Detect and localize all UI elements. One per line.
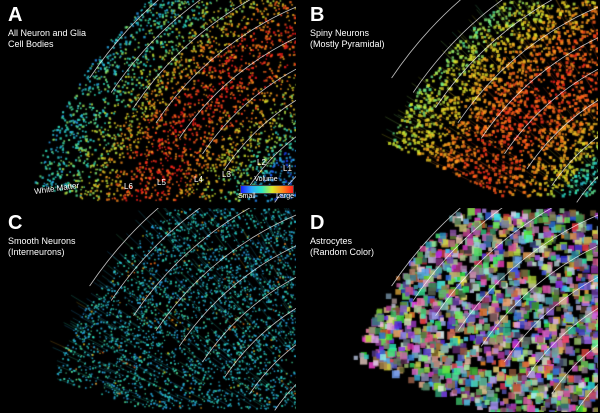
panel-d: D Astrocytes (Random Color) <box>302 208 598 412</box>
layer-boundary-line <box>504 68 598 155</box>
layer-boundary-line <box>133 0 251 108</box>
layer-boundary-line <box>110 208 201 301</box>
layer-boundary-line <box>89 0 160 79</box>
layer-boundary-line <box>178 37 296 139</box>
layer-boundary-line <box>576 175 598 203</box>
legend-title: Volume <box>254 176 278 183</box>
panel-letter: D <box>310 212 325 234</box>
layer-label-l3: L3 <box>222 170 231 179</box>
layer-boundary-line <box>178 245 296 347</box>
layer-boundary-line <box>457 214 598 331</box>
layer-boundary-line <box>224 307 296 378</box>
panel-b: B Spiny Neurons (Mostly Pyramidal) <box>302 0 598 204</box>
layer-boundary-line <box>249 136 296 186</box>
layer-label-l2: L2 <box>257 158 266 167</box>
layer-boundaries <box>89 208 296 411</box>
panel-c: C Smooth Neurons (Interneurons) <box>0 208 296 412</box>
layer-boundary-line <box>412 0 503 93</box>
layer-boundary-line <box>89 208 160 287</box>
panel-caption: Spiny Neurons (Mostly Pyramidal) <box>310 28 385 49</box>
layer-boundary-line <box>249 344 296 394</box>
legend-large-label: Large <box>276 193 294 200</box>
layer-boundary-line <box>110 0 201 93</box>
cell-bodies-render <box>0 0 296 204</box>
layer-label-l4: L4 <box>194 175 203 184</box>
layer-boundary-line <box>224 99 296 170</box>
layer-boundary-line <box>391 208 462 287</box>
layer-boundary-line <box>551 136 598 186</box>
layer-boundary-line <box>480 245 598 347</box>
layer-boundary-line <box>274 383 296 411</box>
layer-boundary-line <box>133 208 251 316</box>
layer-boundary-line <box>526 99 598 170</box>
panel-caption: Smooth Neurons (Interneurons) <box>8 236 76 257</box>
layer-boundary-line <box>576 383 598 411</box>
panel-letter: A <box>8 4 23 26</box>
spiny-neurons-render <box>302 0 598 204</box>
layer-boundaries <box>391 0 598 203</box>
layer-boundaries <box>391 208 598 411</box>
panel-letter: C <box>8 212 23 234</box>
layer-boundary-line <box>435 208 553 316</box>
layer-boundary-line <box>202 276 296 363</box>
panel-letter: B <box>310 4 325 26</box>
layer-boundary-line <box>202 68 296 155</box>
layer-boundary-line <box>480 37 598 139</box>
layer-label-l1: L1 <box>283 164 292 173</box>
smooth-neurons-render <box>0 208 296 412</box>
layer-label-l6: L6 <box>124 182 133 191</box>
legend-colorbar <box>240 185 294 194</box>
layer-boundary-line <box>155 6 296 123</box>
legend-small-label: Small <box>238 193 256 200</box>
layer-boundary-line <box>435 0 553 108</box>
layer-label-l5: L5 <box>157 178 166 187</box>
panel-a: A All Neuron and Glia Cell Bodies White … <box>0 0 296 204</box>
astrocytes-render <box>302 208 598 412</box>
layer-boundary-line <box>504 276 598 363</box>
layer-boundary-line <box>526 307 598 378</box>
layer-boundary-line <box>412 208 503 301</box>
panel-caption: Astrocytes (Random Color) <box>310 236 375 257</box>
volume-legend: Volume Small Large <box>238 176 294 202</box>
layer-boundary-line <box>391 0 462 79</box>
layer-boundary-line <box>155 214 296 331</box>
layer-boundary-line <box>551 344 598 394</box>
panel-caption: All Neuron and Glia Cell Bodies <box>8 28 87 49</box>
layer-boundary-line <box>457 6 598 123</box>
